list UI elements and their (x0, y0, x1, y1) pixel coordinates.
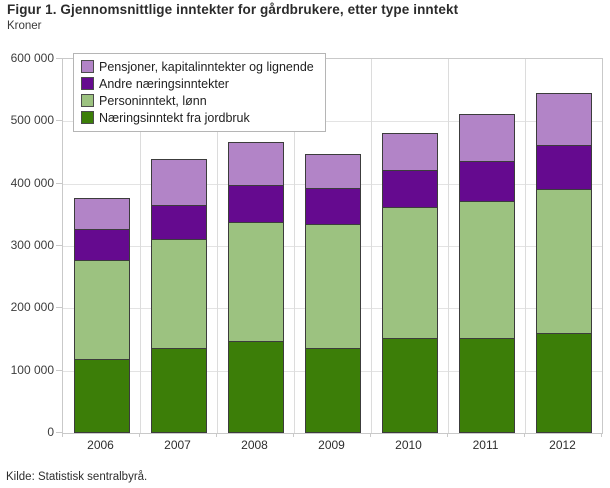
stacked-bar-2007 (150, 158, 207, 433)
x-axis-label: 2011 (472, 438, 499, 452)
y-axis-label: 500 000 (10, 113, 54, 128)
stacked-bar-2010 (381, 132, 438, 433)
bar-column-2012 (525, 59, 602, 433)
bar-segment (458, 114, 515, 162)
legend-item: Pensjoner, kapitalinntekter og lignende (81, 58, 314, 75)
bar-segment (150, 347, 207, 433)
bar-segment (381, 132, 438, 170)
bar-segment (227, 141, 284, 185)
bar-segment (458, 161, 515, 201)
bar-column-2010 (371, 59, 448, 433)
bar-segment (535, 92, 592, 146)
legend-label: Pensjoner, kapitalinntekter og lignende (99, 59, 314, 74)
bar-column-2008 (217, 59, 294, 433)
stacked-bar-2008 (227, 141, 284, 433)
bar-segment (304, 188, 361, 224)
stacked-bar-2012 (535, 92, 592, 433)
bar-segment (458, 200, 515, 338)
legend-swatch (81, 77, 94, 90)
y-axis-tick (56, 307, 62, 309)
y-axis-tick (56, 432, 62, 433)
bar-segment (150, 204, 207, 240)
bar-segment (304, 223, 361, 349)
y-axis-label: 600 000 (10, 51, 54, 65)
gridline-vertical (140, 59, 141, 433)
gridline-vertical (448, 59, 449, 433)
x-axis-tick (293, 433, 294, 437)
x-axis-label: 2009 (318, 438, 345, 452)
bar-segment (535, 188, 592, 333)
x-axis-tick (447, 433, 448, 437)
stacked-bar-2011 (458, 114, 515, 433)
legend-item: Personinntekt, lønn (81, 92, 314, 109)
gridline-vertical (371, 59, 372, 433)
bar-segment (304, 348, 361, 433)
legend-swatch (81, 111, 94, 124)
bar-segment (227, 184, 284, 222)
y-axis-label: 0 (47, 425, 54, 439)
bar-segment (535, 145, 592, 189)
legend-swatch (81, 60, 94, 73)
bar-segment (458, 337, 515, 433)
legend-label: Andre næringsinntekter (99, 76, 229, 91)
y-axis-label: 200 000 (10, 300, 54, 315)
legend-swatch (81, 94, 94, 107)
x-axis-label: 2012 (549, 438, 576, 452)
stacked-bar-2006 (73, 197, 130, 433)
bar-segment (227, 221, 284, 341)
bar-segment (150, 158, 207, 205)
x-axis-tick (139, 433, 140, 437)
y-axis-tick (56, 369, 62, 371)
chart-subtitle: Kroner (7, 20, 42, 32)
x-axis-label: 2008 (241, 438, 268, 452)
gridline-vertical (525, 59, 526, 433)
legend-item: Næringsinntekt fra jordbruk (81, 109, 314, 126)
y-axis-tick (56, 120, 62, 122)
legend-label: Næringsinntekt fra jordbruk (99, 110, 250, 125)
bar-segment (381, 169, 438, 207)
bar-column-2006 (63, 59, 140, 433)
x-axis-tick (370, 433, 371, 437)
x-axis-label: 2006 (87, 438, 114, 452)
bar-column-2009 (294, 59, 371, 433)
x-axis-tick (216, 433, 217, 437)
legend-item: Andre næringsinntekter (81, 75, 314, 92)
bar-segment (535, 332, 592, 433)
bar-segment (304, 153, 361, 189)
legend-label: Personinntekt, lønn (99, 93, 207, 108)
stacked-bar-2009 (304, 153, 361, 433)
bar-column-2007 (140, 59, 217, 433)
x-axis-tick (524, 433, 525, 437)
x-axis-tick (62, 433, 63, 437)
y-axis-label: 300 000 (10, 238, 54, 252)
legend: Pensjoner, kapitalinntekter og lignende A… (73, 53, 326, 132)
bar-segment (73, 229, 130, 261)
bar-segment (227, 340, 284, 433)
gridline-horizontal (63, 121, 602, 123)
y-axis-tick (56, 245, 62, 246)
x-axis-tick (601, 433, 602, 437)
bar-segment (381, 206, 438, 338)
gridline-vertical (217, 59, 218, 433)
y-axis-label: 100 000 (10, 362, 54, 377)
bar-segment (73, 359, 130, 433)
x-axis-label: 2007 (164, 438, 191, 452)
y-axis-label: 400 000 (10, 175, 54, 190)
x-axis-label: 2010 (395, 438, 422, 452)
chart-title: Figur 1. Gjennomsnittlige inntekter for … (7, 2, 459, 17)
bar-segment (73, 260, 130, 360)
gridline-vertical (294, 59, 295, 433)
bar-segment (381, 337, 438, 433)
bar-segment (150, 239, 207, 348)
y-axis-tick (56, 182, 62, 184)
source-note: Kilde: Statistisk sentralbyrå. (6, 471, 148, 483)
bar-segment (73, 197, 130, 230)
bar-column-2011 (448, 59, 525, 433)
y-axis-tick (56, 58, 62, 59)
